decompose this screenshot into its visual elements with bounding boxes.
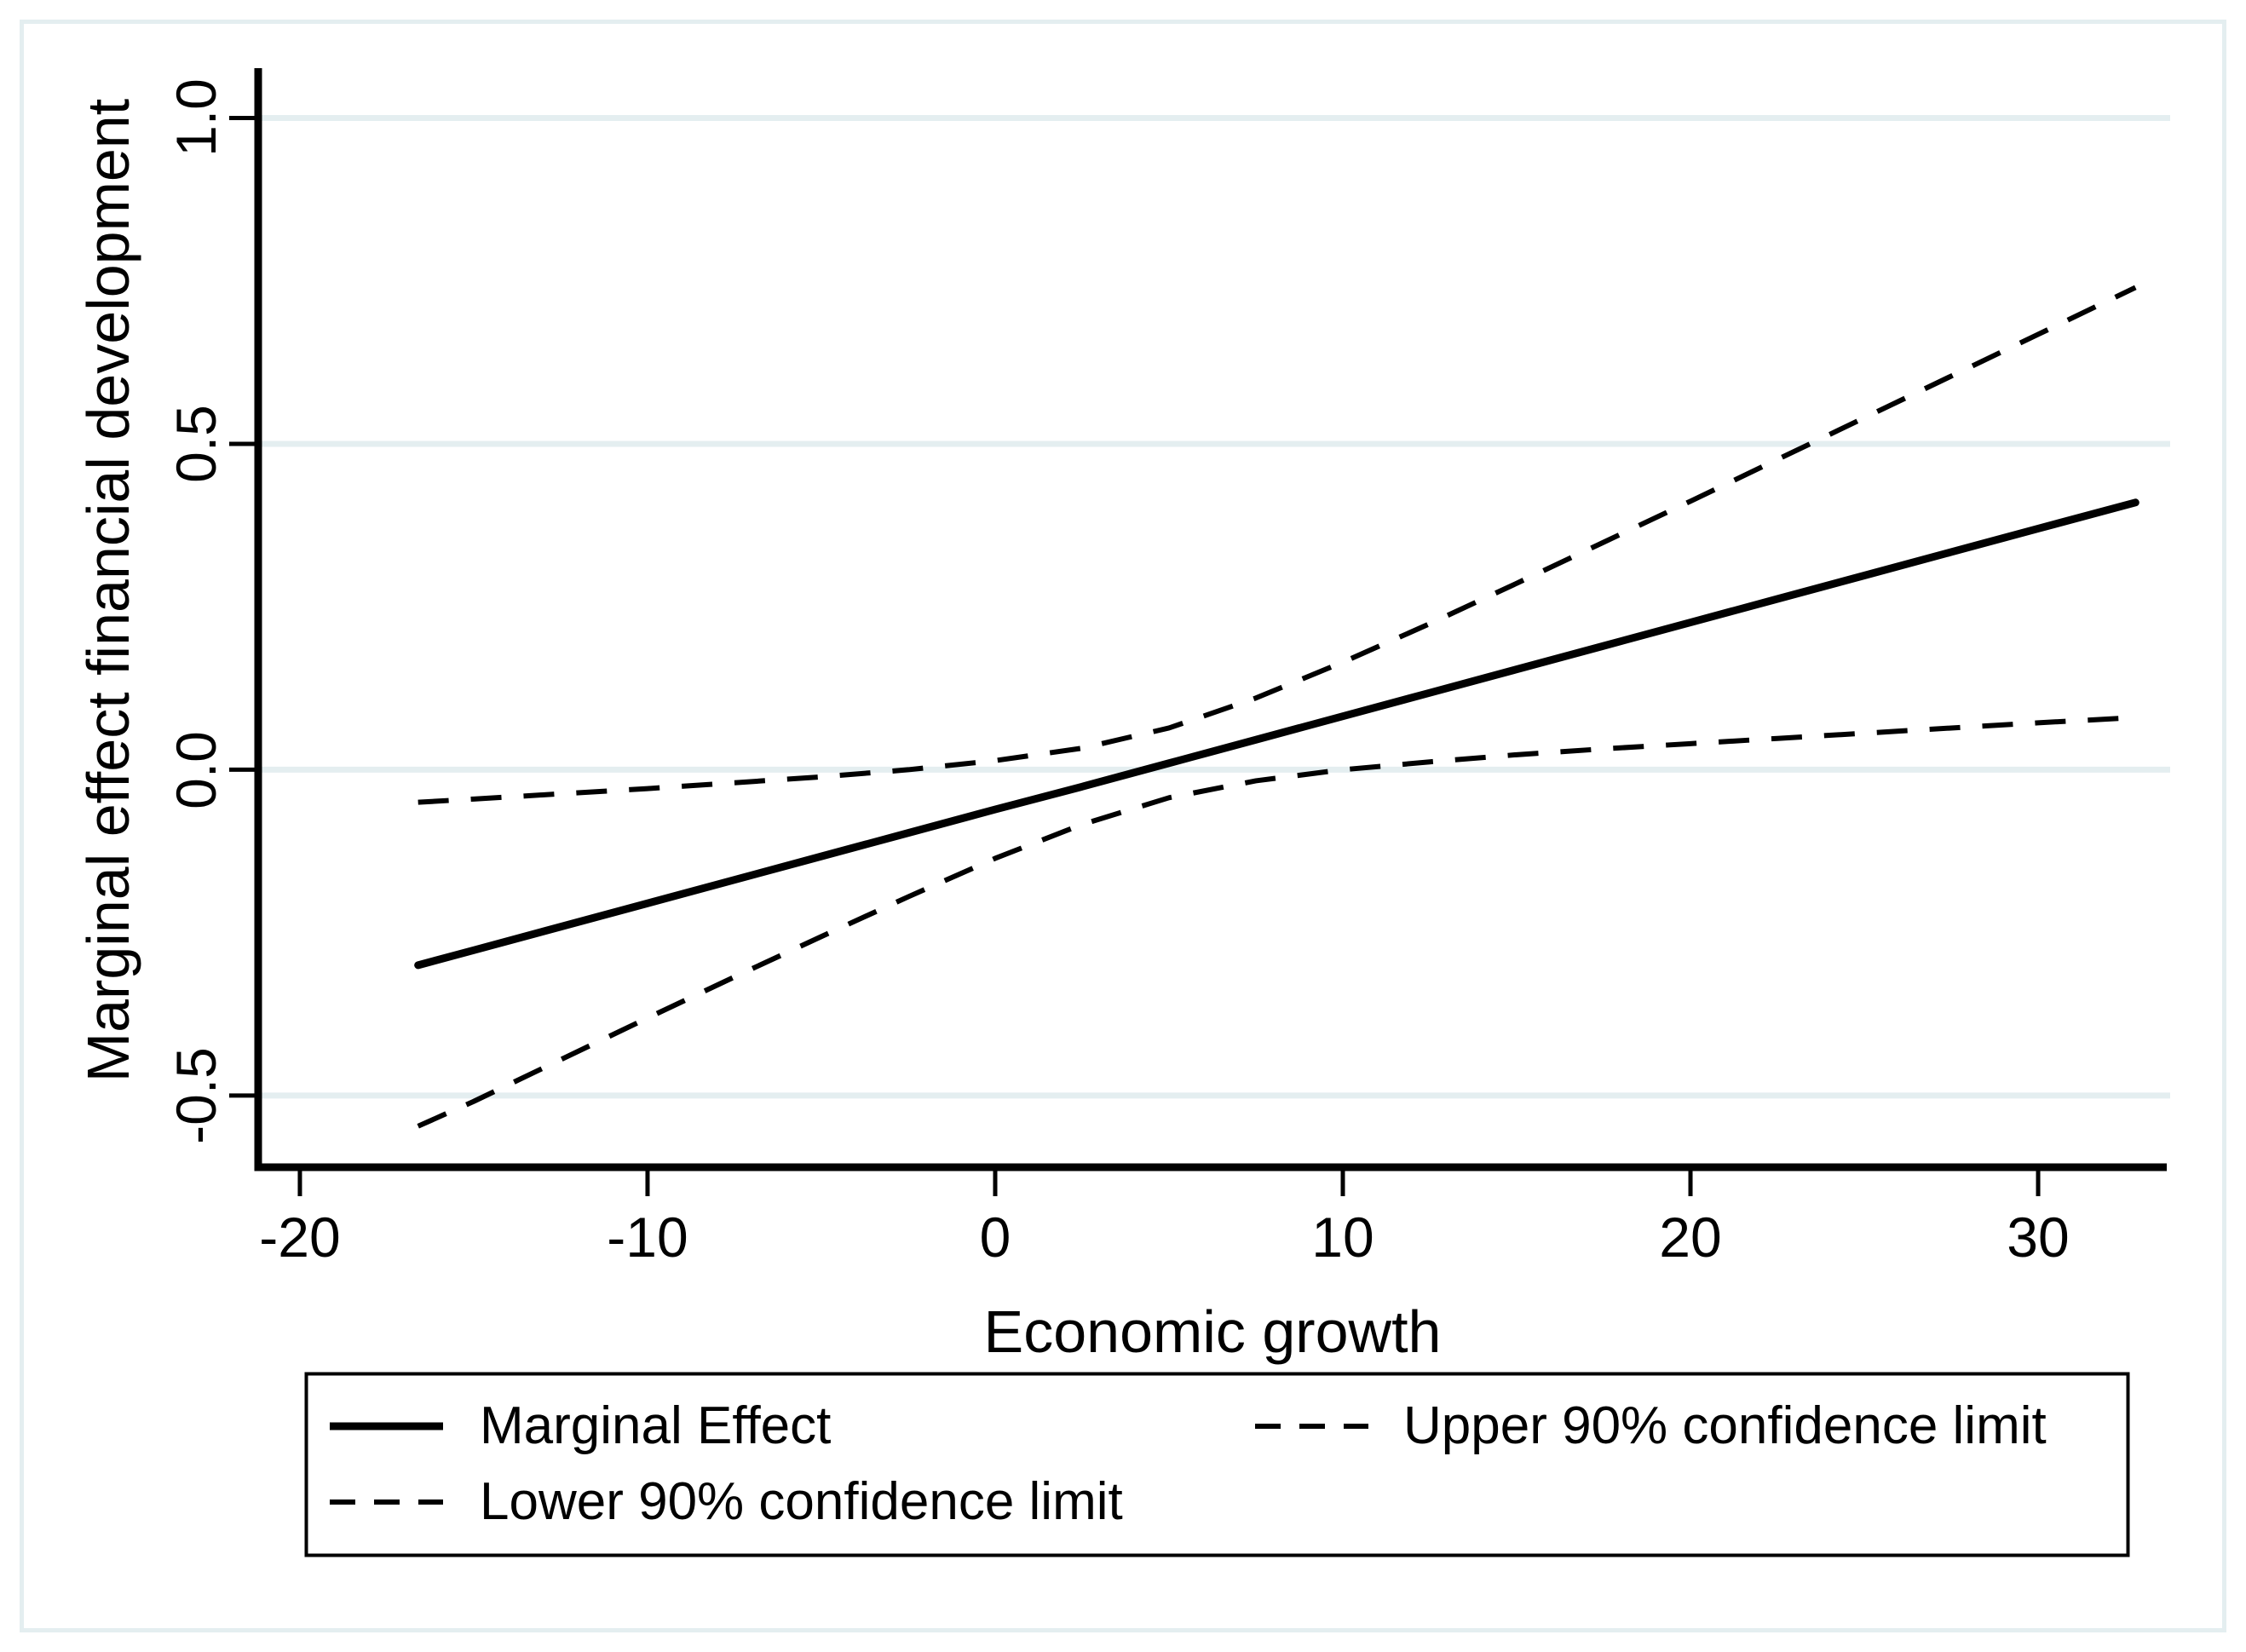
x-tick-label: 0 bbox=[979, 1206, 1011, 1269]
x-axis-title: Economic growth bbox=[983, 1298, 1442, 1365]
y-tick-label: 1.0 bbox=[164, 78, 227, 157]
x-tick-label: -10 bbox=[607, 1206, 688, 1269]
legend-label-upper-ci: Upper 90% confidence limit bbox=[1403, 1396, 2047, 1455]
y-tick-label: -0.5 bbox=[164, 1047, 227, 1144]
y-tick-label: 0.0 bbox=[164, 731, 227, 809]
x-tick-label: 20 bbox=[1659, 1206, 1722, 1269]
series-line-lower-90-confidence-limit bbox=[417, 715, 2136, 1129]
legend-label-marginal-effect: Marginal Effect bbox=[480, 1396, 832, 1455]
legend-box bbox=[304, 1372, 2130, 1557]
series-line-upper-90-confidence-limit bbox=[418, 285, 2137, 805]
x-tick-label: 30 bbox=[2007, 1206, 2070, 1269]
y-tick-label: 0.5 bbox=[164, 405, 227, 483]
figure-border bbox=[20, 20, 2226, 1632]
series-line-marginal-effect bbox=[414, 498, 2139, 970]
y-axis-title: Marginal effect financial development bbox=[75, 98, 141, 1083]
x-tick-label: 10 bbox=[1311, 1206, 1374, 1269]
x-tick-label: -20 bbox=[259, 1206, 341, 1269]
legend-label-lower-ci: Lower 90% confidence limit bbox=[480, 1472, 1123, 1531]
